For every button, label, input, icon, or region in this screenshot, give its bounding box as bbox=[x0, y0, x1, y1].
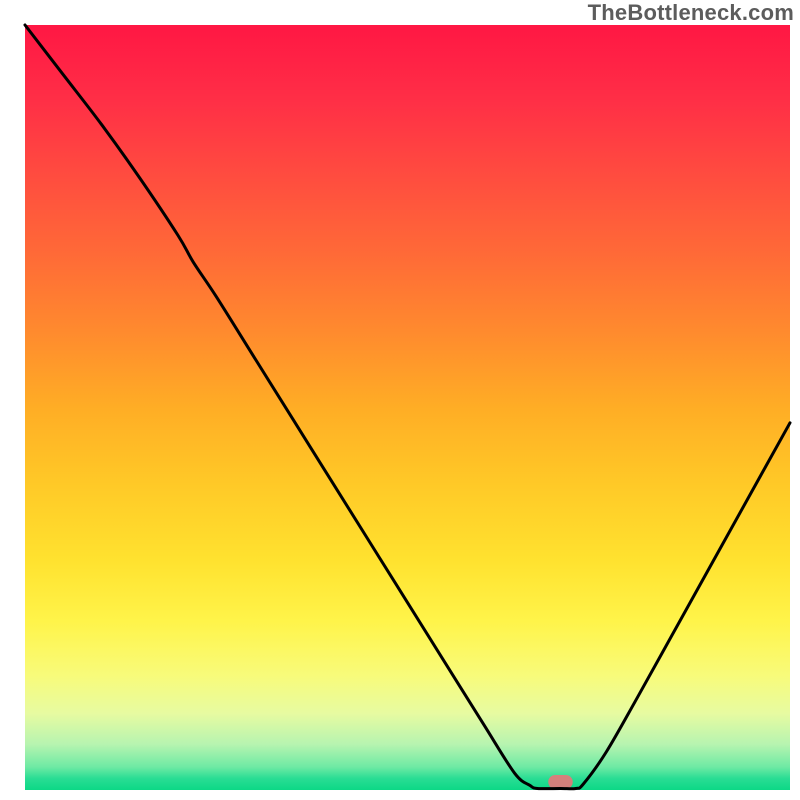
optimum-marker bbox=[548, 775, 572, 789]
chart-container: TheBottleneck.com bbox=[0, 0, 800, 800]
gradient-background bbox=[25, 25, 790, 790]
watermark-text: TheBottleneck.com bbox=[588, 0, 794, 26]
bottleneck-chart bbox=[0, 0, 800, 800]
